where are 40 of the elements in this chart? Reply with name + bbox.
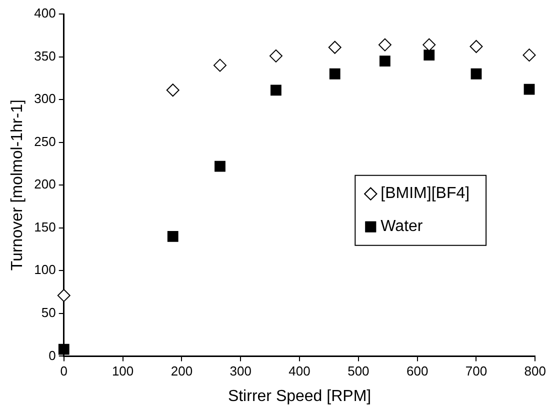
- x-tick-label: 300: [230, 364, 252, 379]
- x-tick-label: 500: [348, 364, 370, 379]
- x-tick-label: 100: [112, 364, 134, 379]
- point: [329, 68, 340, 80]
- point: [269, 49, 282, 62]
- point: [57, 288, 70, 302]
- point: [213, 58, 226, 72]
- x-axis-title: Stirrer Speed [RPM]: [228, 388, 372, 405]
- point: [422, 38, 436, 52]
- y-axis-title: Turnover [molmol-1hr-1]: [9, 100, 26, 271]
- x-tick-label: 400: [288, 364, 310, 379]
- y-tick-label: 0: [48, 348, 56, 363]
- legend-label: [BMIM][BF4]: [380, 185, 470, 202]
- point: [522, 48, 536, 62]
- y-tick-label: 250: [34, 134, 56, 149]
- point: [214, 160, 226, 172]
- point: [470, 68, 482, 80]
- y-tick-label: 200: [34, 176, 56, 192]
- y-tick-label: 100: [34, 262, 56, 278]
- y-tick-label: 350: [34, 48, 56, 64]
- point: [470, 40, 483, 54]
- x-tick-label: 800: [524, 364, 546, 379]
- point: [166, 84, 180, 97]
- y-tick-label: 400: [34, 6, 56, 21]
- point: [424, 50, 435, 61]
- point: [58, 344, 70, 355]
- point: [270, 84, 282, 96]
- point: [379, 56, 390, 66]
- point: [524, 84, 535, 95]
- point: [167, 230, 178, 242]
- point: [378, 38, 392, 52]
- legend-label: Water: [380, 218, 424, 236]
- x-tick-label: 0: [60, 364, 68, 379]
- point: [328, 40, 342, 54]
- x-tick-label: 600: [406, 364, 428, 379]
- x-tick-label: 200: [170, 364, 193, 379]
- x-tick-label: 700: [465, 364, 488, 379]
- y-tick-label: 150: [34, 219, 56, 234]
- y-tick-label: 50: [41, 305, 56, 320]
- y-tick-label: 300: [34, 91, 56, 106]
